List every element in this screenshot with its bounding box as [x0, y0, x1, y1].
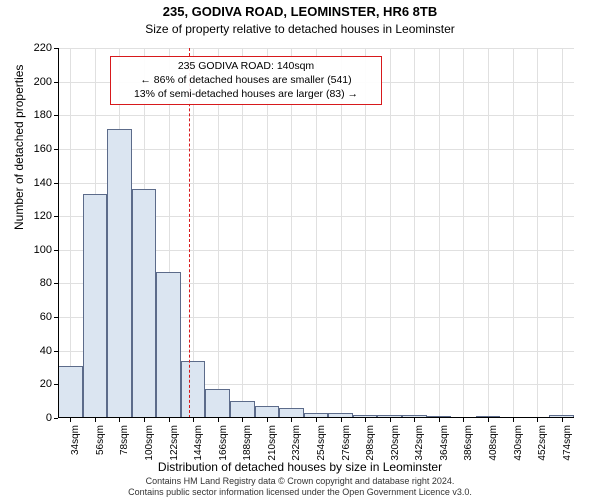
- x-tick-mark: [267, 418, 268, 422]
- annotation-line: ← 86% of detached houses are smaller (54…: [117, 73, 375, 87]
- y-tick-mark: [54, 183, 58, 184]
- histogram-bar: [58, 366, 83, 418]
- footer-attribution: Contains HM Land Registry data © Crown c…: [0, 476, 600, 498]
- x-tick-mark: [144, 418, 145, 422]
- y-tick-label: 180: [22, 109, 52, 121]
- x-tick-mark: [316, 418, 317, 422]
- y-tick-label: 60: [22, 311, 52, 323]
- y-tick-mark: [54, 317, 58, 318]
- histogram-bar: [132, 189, 157, 418]
- x-tick-mark: [193, 418, 194, 422]
- annotation-box: 235 GODIVA ROAD: 140sqm← 86% of detached…: [110, 56, 382, 105]
- x-tick-mark: [218, 418, 219, 422]
- histogram-bar: [205, 389, 230, 418]
- y-tick-label: 80: [22, 277, 52, 289]
- histogram-bar: [181, 361, 206, 418]
- x-tick-mark: [537, 418, 538, 422]
- y-tick-mark: [54, 149, 58, 150]
- y-tick-label: 140: [22, 177, 52, 189]
- histogram-bar: [107, 129, 132, 418]
- vgrid-line: [562, 48, 563, 418]
- vgrid-line: [463, 48, 464, 418]
- vgrid-line: [439, 48, 440, 418]
- x-tick-mark: [341, 418, 342, 422]
- x-tick-mark: [414, 418, 415, 422]
- x-tick-mark: [291, 418, 292, 422]
- x-tick-mark: [439, 418, 440, 422]
- x-tick-mark: [70, 418, 71, 422]
- vgrid-line: [537, 48, 538, 418]
- x-tick-mark: [562, 418, 563, 422]
- histogram-bar: [156, 272, 181, 418]
- y-tick-label: 160: [22, 143, 52, 155]
- histogram-bar: [255, 406, 280, 418]
- histogram-bar: [83, 194, 108, 418]
- chart-subtitle: Size of property relative to detached ho…: [0, 22, 600, 36]
- y-tick-mark: [54, 384, 58, 385]
- y-tick-label: 20: [22, 378, 52, 390]
- y-tick-label: 100: [22, 244, 52, 256]
- histogram-bar: [230, 401, 255, 418]
- histogram-bar: [279, 408, 304, 418]
- y-tick-label: 200: [22, 76, 52, 88]
- y-tick-mark: [54, 115, 58, 116]
- annotation-line: 13% of semi-detached houses are larger (…: [117, 87, 375, 101]
- hgrid-line: [58, 48, 574, 49]
- hgrid-line: [58, 115, 574, 116]
- vgrid-line: [488, 48, 489, 418]
- vgrid-line: [70, 48, 71, 418]
- y-tick-label: 120: [22, 210, 52, 222]
- annotation-line: 235 GODIVA ROAD: 140sqm: [117, 59, 375, 73]
- x-tick-mark: [513, 418, 514, 422]
- x-tick-mark: [169, 418, 170, 422]
- y-tick-mark: [54, 82, 58, 83]
- x-tick-mark: [365, 418, 366, 422]
- vgrid-line: [390, 48, 391, 418]
- y-tick-label: 40: [22, 345, 52, 357]
- x-tick-mark: [95, 418, 96, 422]
- y-tick-mark: [54, 48, 58, 49]
- y-tick-mark: [54, 283, 58, 284]
- y-tick-label: 0: [22, 412, 52, 424]
- x-tick-mark: [119, 418, 120, 422]
- y-tick-label: 220: [22, 42, 52, 54]
- x-tick-mark: [390, 418, 391, 422]
- x-tick-mark: [463, 418, 464, 422]
- y-tick-mark: [54, 216, 58, 217]
- chart-plot-area: 235 GODIVA ROAD: 140sqm← 86% of detached…: [58, 48, 574, 418]
- hgrid-line: [58, 149, 574, 150]
- footer-line-1: Contains HM Land Registry data © Crown c…: [0, 476, 600, 487]
- x-tick-mark: [242, 418, 243, 422]
- y-tick-mark: [54, 418, 58, 419]
- page-title: 235, GODIVA ROAD, LEOMINSTER, HR6 8TB: [0, 4, 600, 19]
- vgrid-line: [414, 48, 415, 418]
- x-axis-label: Distribution of detached houses by size …: [0, 460, 600, 474]
- hgrid-line: [58, 183, 574, 184]
- y-tick-mark: [54, 351, 58, 352]
- y-tick-mark: [54, 250, 58, 251]
- x-tick-mark: [488, 418, 489, 422]
- footer-line-2: Contains public sector information licen…: [0, 487, 600, 498]
- vgrid-line: [513, 48, 514, 418]
